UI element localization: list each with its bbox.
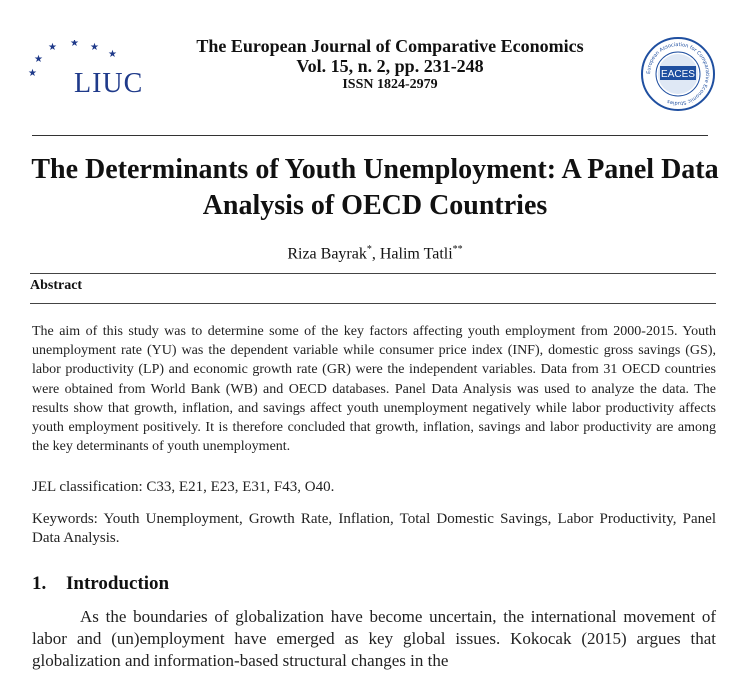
header-rule <box>32 135 708 136</box>
author-name: Halim Tatli <box>379 245 453 263</box>
abstract-top-rule <box>30 273 716 274</box>
liuc-stars-icon: ★ ★ ★ ★ ★ ★ <box>28 40 117 79</box>
author-footnote-mark: ** <box>452 244 463 255</box>
journal-header: The European Journal of Comparative Econ… <box>160 36 620 93</box>
abstract-bottom-rule <box>30 303 716 304</box>
journal-issn: ISSN 1824-2979 <box>342 77 438 92</box>
abstract-text: The aim of this study was to determine s… <box>32 324 716 455</box>
eaces-logo: European Association for Comparative Eco… <box>640 36 716 112</box>
svg-text:★: ★ <box>34 54 43 65</box>
liuc-logo: ★ ★ ★ ★ ★ ★ LIUC <box>28 40 148 100</box>
author-line: Riza Bayrak*, Halim Tatli** <box>0 244 750 263</box>
svg-text:★: ★ <box>90 42 99 53</box>
journal-name: The European Journal of Comparative Econ… <box>196 36 584 56</box>
section-number: 1. <box>32 573 47 594</box>
journal-volume: Vol. 15, n. 2, pp. 231-248 <box>296 56 484 76</box>
paper-title: The Determinants of Youth Unemployment: … <box>31 154 719 221</box>
eaces-logo-text: EACES <box>661 69 695 80</box>
liuc-logo-text: LIUC <box>74 68 144 99</box>
svg-text:★: ★ <box>108 49 117 60</box>
svg-text:★: ★ <box>28 68 37 79</box>
abstract-heading: Abstract <box>30 278 83 293</box>
jel-classification: JEL classification: C33, E21, E23, E31, … <box>32 479 335 495</box>
svg-text:★: ★ <box>48 42 57 53</box>
intro-paragraph: As the boundaries of globalization have … <box>32 607 716 670</box>
keywords: Keywords: Youth Unemployment, Growth Rat… <box>32 511 716 546</box>
section-heading: 1. Introduction <box>32 573 169 595</box>
eaces-seal-icon: European Association for Comparative Eco… <box>641 37 715 111</box>
author-separator: , <box>371 245 380 263</box>
section-title: Introduction <box>66 573 170 594</box>
author-name: Riza Bayrak <box>287 245 367 263</box>
author-footnote-mark: * <box>366 244 372 255</box>
svg-text:★: ★ <box>70 40 79 49</box>
